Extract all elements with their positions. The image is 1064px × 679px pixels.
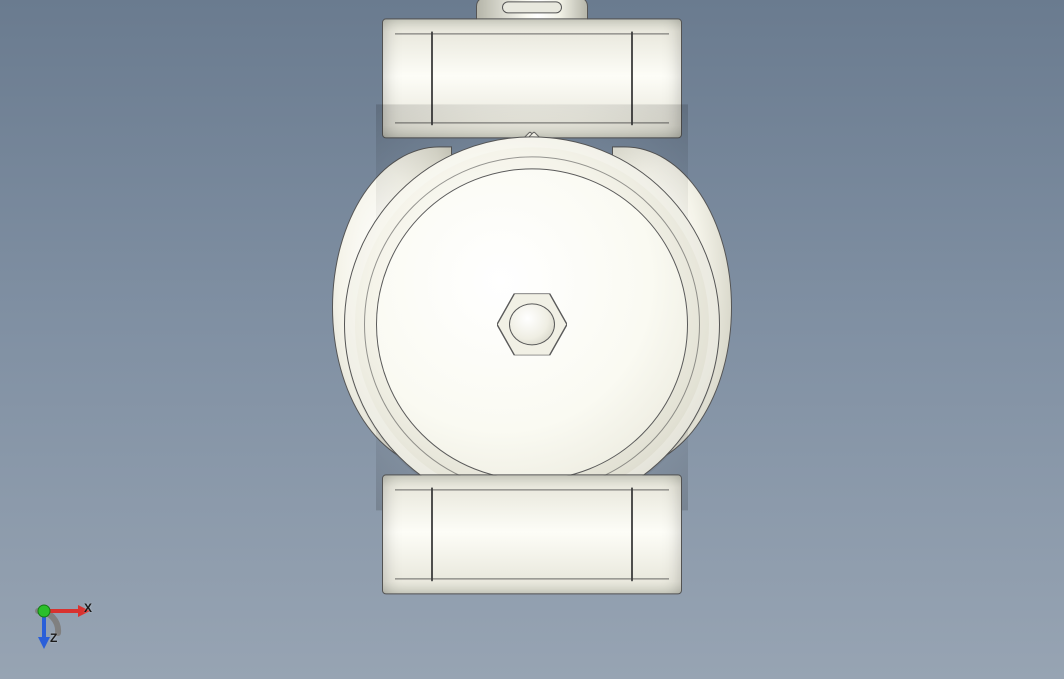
flange-edge-line: [395, 122, 669, 123]
flange-edge-line: [395, 33, 669, 34]
z-axis-arrow-icon: [38, 637, 50, 649]
origin-y-axis-icon: [38, 605, 50, 617]
hex-corner-line: [631, 487, 633, 581]
bottom-hex-flange: [382, 474, 682, 594]
top-hex-flange: [382, 18, 682, 138]
cad-viewport[interactable]: X Z: [0, 0, 1064, 679]
model-top-view: [272, 0, 792, 634]
flange-edge-line: [395, 489, 669, 490]
neck-top-slot: [502, 1, 562, 13]
triad-arc-icon: [38, 611, 58, 633]
flange-edge-line: [395, 578, 669, 579]
x-axis-arrow-icon: [78, 605, 90, 617]
hex-corner-line: [431, 487, 433, 581]
x-axis-label: X: [84, 601, 92, 615]
hex-corner-line: [631, 31, 633, 125]
axis-triad[interactable]: X Z: [28, 593, 98, 649]
center-dome-cap: [509, 303, 555, 345]
z-axis-label: Z: [50, 631, 57, 645]
hex-corner-line: [431, 31, 433, 125]
